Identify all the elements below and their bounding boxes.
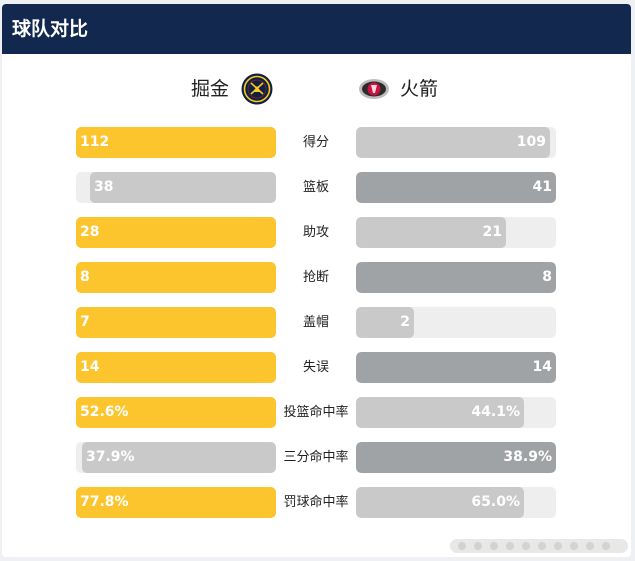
stat-label: 助攻 [302,225,329,240]
left-bar-fill [76,352,276,383]
left-stat-value: 7 [80,314,90,330]
right-bar-fill [356,397,524,428]
watermark [450,539,628,553]
right-stat-value: 8 [542,269,552,285]
team-comparison-card: 球队对比 掘金 火箭 112 得分 109 38 篮板 41 28 助攻 21 8 抢断 8 7 盖帽 2 1… [2,4,631,557]
right-bar-track: 109 [356,127,556,158]
stat-label: 三分命中率 [283,450,349,465]
stat-row: 52.6% 投篮命中率 44.1% [2,397,631,428]
card-title: 球队对比 [12,18,89,40]
right-bar-track: 2 [356,307,556,338]
left-bar-track: 14 [76,352,276,383]
left-bar-fill [90,172,276,203]
left-bar-track: 52.6% [76,397,276,428]
right-stat-value: 14 [532,359,552,375]
left-stat-value: 38 [94,179,114,195]
left-bar-fill [76,217,276,248]
right-bar-fill [356,172,556,203]
stat-row: 14 失误 14 [2,352,631,383]
stat-row: 112 得分 109 [2,127,631,158]
left-stat-value: 8 [80,269,90,285]
stat-label: 盖帽 [302,315,329,330]
stat-label: 篮板 [302,180,329,195]
right-bar-track: 38.9% [356,442,556,473]
left-bar-track: 77.8% [76,487,276,518]
left-stat-value: 37.9% [86,449,135,465]
right-bar-fill [356,352,556,383]
right-bar-fill [356,262,556,293]
right-bar-track: 14 [356,352,556,383]
right-stat-value: 41 [532,179,552,195]
right-stat-value: 44.1% [471,404,520,420]
left-stat-value: 28 [80,224,100,240]
left-bar-fill [76,262,276,293]
right-bar-track: 8 [356,262,556,293]
stat-row: 77.8% 罚球命中率 65.0% [2,487,631,518]
right-bar-track: 65.0% [356,487,556,518]
rockets-logo-icon [358,73,390,105]
stat-label: 罚球命中率 [283,495,349,510]
left-bar-fill [76,487,276,518]
right-bar-fill [356,487,524,518]
stat-row: 38 篮板 41 [2,172,631,203]
right-bar-track: 44.1% [356,397,556,428]
right-stat-value: 109 [516,134,546,150]
right-bar-fill [356,442,556,473]
left-bar-track: 28 [76,217,276,248]
team-right-name: 火箭 [400,78,439,100]
nuggets-logo-icon [241,73,273,105]
stat-row: 37.9% 三分命中率 38.9% [2,442,631,473]
stat-label: 抢断 [302,270,329,285]
stat-row: 28 助攻 21 [2,217,631,248]
left-bar-fill [76,397,276,428]
left-bar-fill [76,127,276,158]
stat-label: 失误 [302,360,329,375]
left-bar-track: 37.9% [76,442,276,473]
left-bar-fill [82,442,276,473]
left-bar-track: 38 [76,172,276,203]
right-bar-fill [356,307,414,338]
stat-row: 7 盖帽 2 [2,307,631,338]
left-bar-track: 8 [76,262,276,293]
stat-label: 得分 [302,135,329,150]
right-bar-track: 41 [356,172,556,203]
left-stat-value: 52.6% [80,404,129,420]
right-bar-track: 21 [356,217,556,248]
stat-row: 8 抢断 8 [2,262,631,293]
right-bar-fill [356,217,506,248]
right-stat-value: 65.0% [471,494,520,510]
team-left-name: 掘金 [191,78,230,100]
right-bar-fill [356,127,550,158]
left-stat-value: 112 [80,134,110,150]
left-stat-value: 14 [80,359,100,375]
card-header: 球队对比 [2,4,631,54]
right-stat-value: 2 [400,314,410,330]
right-stat-value: 21 [482,224,502,240]
left-stat-value: 77.8% [80,494,129,510]
right-stat-value: 38.9% [503,449,552,465]
left-bar-track: 7 [76,307,276,338]
left-bar-track: 112 [76,127,276,158]
stat-label: 投篮命中率 [283,405,349,420]
left-bar-fill [76,307,276,338]
